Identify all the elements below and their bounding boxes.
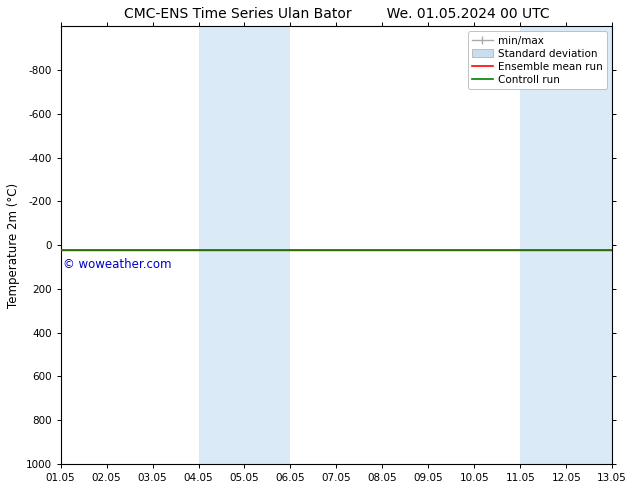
Title: CMC-ENS Time Series Ulan Bator        We. 01.05.2024 00 UTC: CMC-ENS Time Series Ulan Bator We. 01.05… [124, 7, 549, 21]
Text: © woweather.com: © woweather.com [63, 258, 171, 271]
Y-axis label: Temperature 2m (°C): Temperature 2m (°C) [7, 183, 20, 308]
Bar [521, 26, 612, 464]
Legend: min/max, Standard deviation, Ensemble mean run, Controll run: min/max, Standard deviation, Ensemble me… [468, 31, 607, 89]
Bar [198, 26, 290, 464]
